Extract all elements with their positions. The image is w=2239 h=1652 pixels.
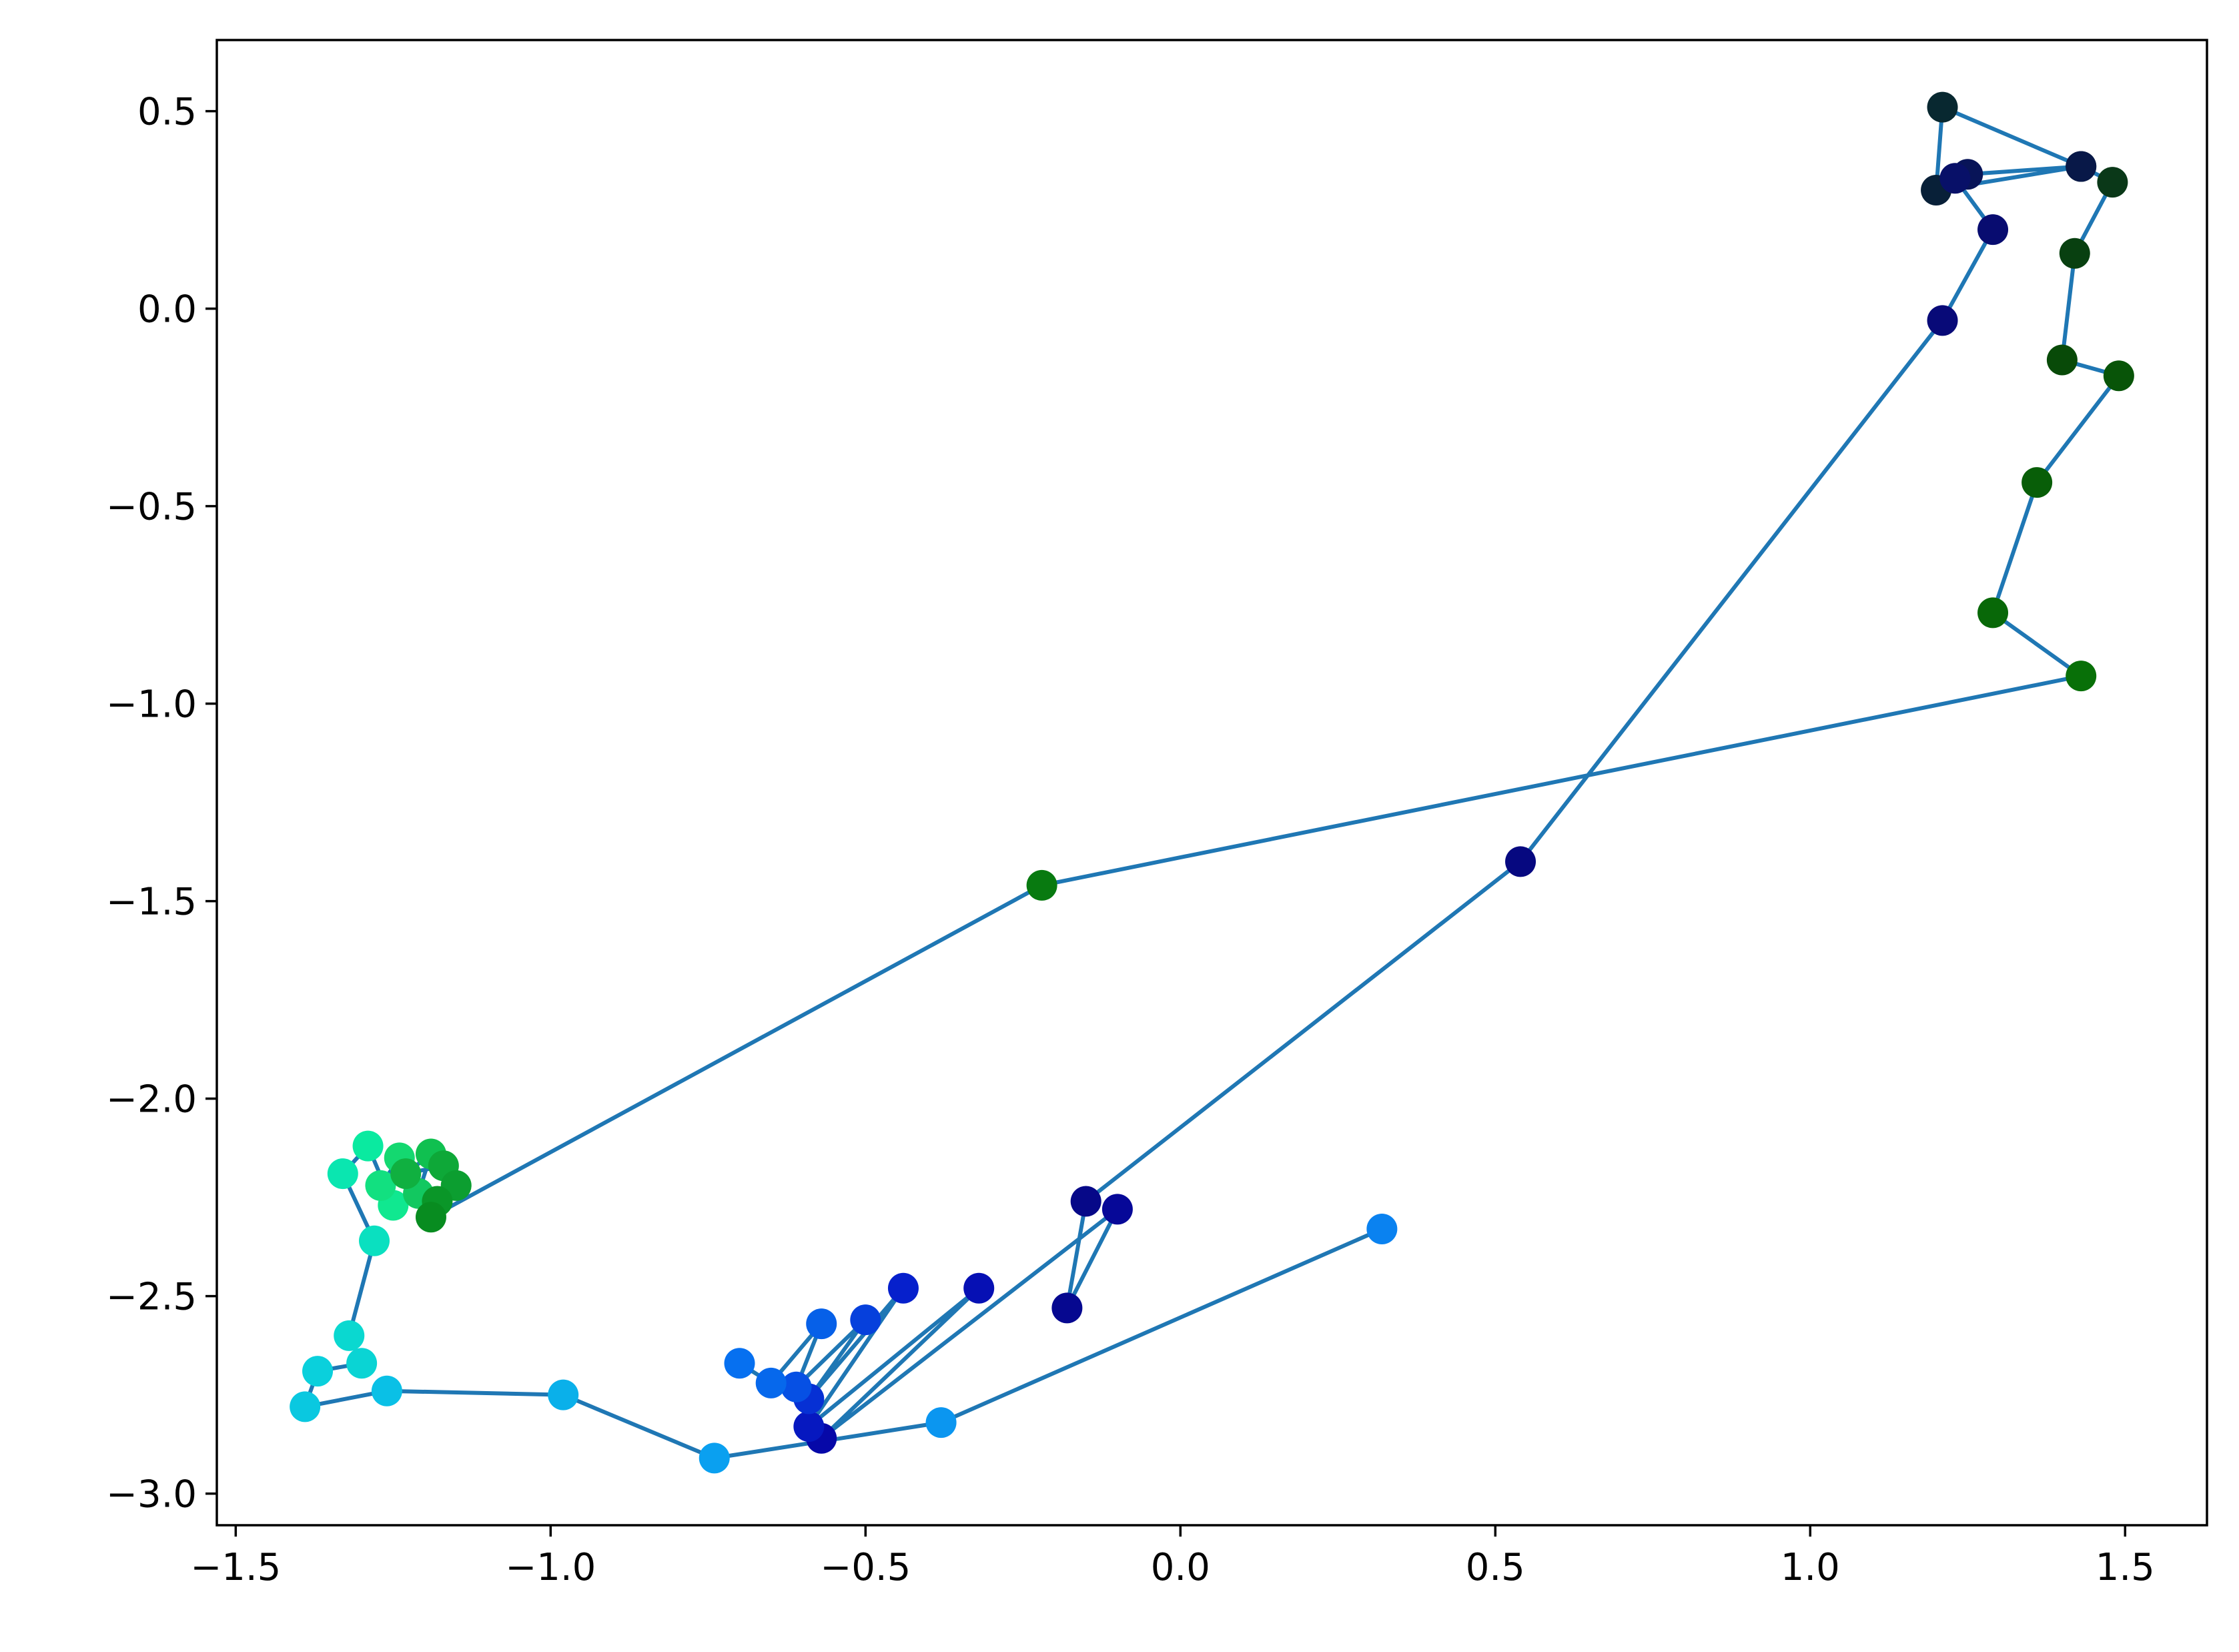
data-point-38	[1505, 846, 1536, 877]
data-point-5	[290, 1391, 321, 1422]
trajectory-line	[303, 105, 2121, 1461]
data-point-37	[1927, 305, 1958, 336]
data-point-17	[390, 1158, 422, 1190]
data-point-31	[1927, 91, 1958, 123]
data-point-51	[724, 1348, 755, 1379]
data-point-11	[352, 1130, 384, 1162]
x-tick-label-6: 1.5	[2096, 1546, 2155, 1589]
y-tick-label-1: 0.0	[137, 288, 197, 332]
y-tick-label-3: −1.0	[106, 683, 197, 727]
data-point-43	[963, 1272, 995, 1304]
data-point-50	[755, 1367, 787, 1398]
x-axis: −1.5 −1.0 −0.5 0.0 0.5 1.0 1.5	[190, 1525, 2155, 1589]
data-point-27	[2046, 344, 2078, 376]
y-tick-label-5: −2.0	[106, 1078, 197, 1122]
axes-frame	[215, 39, 2208, 1527]
data-point-21	[415, 1202, 446, 1233]
data-point-23	[2066, 661, 2097, 692]
data-point-26	[2103, 360, 2134, 392]
data-point-7	[346, 1348, 378, 1379]
data-point-41	[1101, 1194, 1133, 1225]
data-point-48	[781, 1371, 812, 1402]
y-tick-label-4: −1.5	[106, 881, 197, 924]
data-point-3	[548, 1379, 579, 1410]
data-point-35	[1939, 163, 1971, 194]
data-point-49	[806, 1308, 837, 1340]
data-point-47	[850, 1304, 881, 1336]
plot-area	[290, 91, 2134, 1474]
y-tick-label-6: −2.5	[106, 1276, 197, 1319]
x-tick-label-4: 0.5	[1466, 1546, 1525, 1589]
data-point-1	[925, 1407, 957, 1438]
data-point-10	[327, 1158, 358, 1190]
data-point-28	[2059, 238, 2090, 269]
x-tick-label-2: −0.5	[820, 1546, 911, 1589]
data-point-8	[334, 1320, 365, 1351]
data-point-9	[358, 1225, 390, 1256]
y-tick-label-0: 0.5	[137, 91, 197, 134]
y-tick-label-2: −0.5	[106, 486, 197, 529]
y-tick-label-7: −3.0	[106, 1473, 197, 1517]
data-point-22	[1026, 869, 1057, 901]
data-point-29	[2097, 167, 2128, 198]
data-point-44	[793, 1410, 825, 1442]
data-point-40	[1051, 1292, 1083, 1324]
data-point-6	[302, 1356, 334, 1387]
y-axis: 0.5 0.0 −0.5 −1.0 −1.5 −2.0 −2.5 −3.0	[106, 91, 217, 1517]
data-point-25	[2022, 467, 2053, 498]
x-tick-label-3: 0.0	[1151, 1546, 1210, 1589]
x-tick-label-0: −1.5	[190, 1546, 281, 1589]
points-layer	[290, 91, 2134, 1474]
x-tick-label-1: −1.0	[505, 1546, 596, 1589]
data-point-13	[365, 1170, 396, 1201]
data-point-24	[1977, 597, 2009, 629]
data-point-4	[371, 1375, 402, 1406]
data-point-0	[1366, 1213, 1398, 1244]
data-point-2	[699, 1442, 730, 1474]
data-point-36	[1977, 214, 2009, 246]
x-tick-label-5: 1.0	[1781, 1546, 1840, 1589]
data-point-45	[887, 1272, 919, 1304]
data-point-33	[2066, 151, 2097, 182]
data-point-39	[1070, 1186, 1101, 1217]
